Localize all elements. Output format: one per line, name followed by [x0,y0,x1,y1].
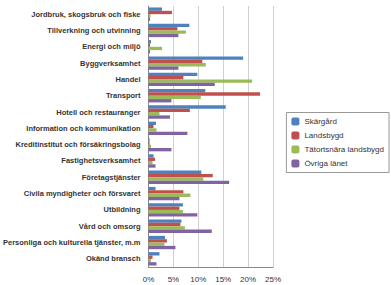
svg-text:10%: 10% [190,275,206,284]
svg-text:Utbildning: Utbildning [103,205,140,214]
svg-text:5%: 5% [168,275,180,284]
svg-text:Energi och miljö: Energi och miljö [82,42,141,51]
svg-text:Transport: Transport [106,91,141,100]
svg-text:0%: 0% [143,275,155,284]
svg-text:Övriga länet: Övriga länet [304,159,348,168]
svg-text:Företagstjänster: Företagstjänster [82,173,141,182]
svg-text:Skärgård: Skärgård [304,117,336,126]
svg-text:Jordbruk, skogsbruk och fiske: Jordbruk, skogsbruk och fiske [31,10,140,19]
svg-text:Hotell och restauranger: Hotell och restauranger [56,108,140,117]
svg-text:Okänd bransch: Okänd bransch [86,254,141,263]
svg-text:Vård och omsorg: Vård och omsorg [79,222,141,231]
svg-text:25%: 25% [265,275,281,284]
svg-text:Tillverkning och utvinning: Tillverkning och utvinning [47,26,141,35]
svg-text:Personliga och kulturella tjän: Personliga och kulturella tjänster, m.m [3,238,141,247]
svg-text:Handel: Handel [116,75,141,84]
svg-text:Tätortsnära landsbygd: Tätortsnära landsbygd [304,145,384,154]
svg-text:15%: 15% [215,275,231,284]
svg-text:Kreditinstitut och försäkrings: Kreditinstitut och försäkringsbolag [16,140,141,149]
svg-text:Byggverksamhet: Byggverksamhet [80,59,141,68]
svg-text:Information och kommunikation: Information och kommunikation [26,124,141,133]
svg-text:Fastighetsverksamhet: Fastighetsverksamhet [61,156,141,165]
svg-text:Civila myndigheter och försvar: Civila myndigheter och försvaret [24,189,141,198]
svg-text:Landsbygd: Landsbygd [304,131,343,140]
svg-text:20%: 20% [240,275,256,284]
